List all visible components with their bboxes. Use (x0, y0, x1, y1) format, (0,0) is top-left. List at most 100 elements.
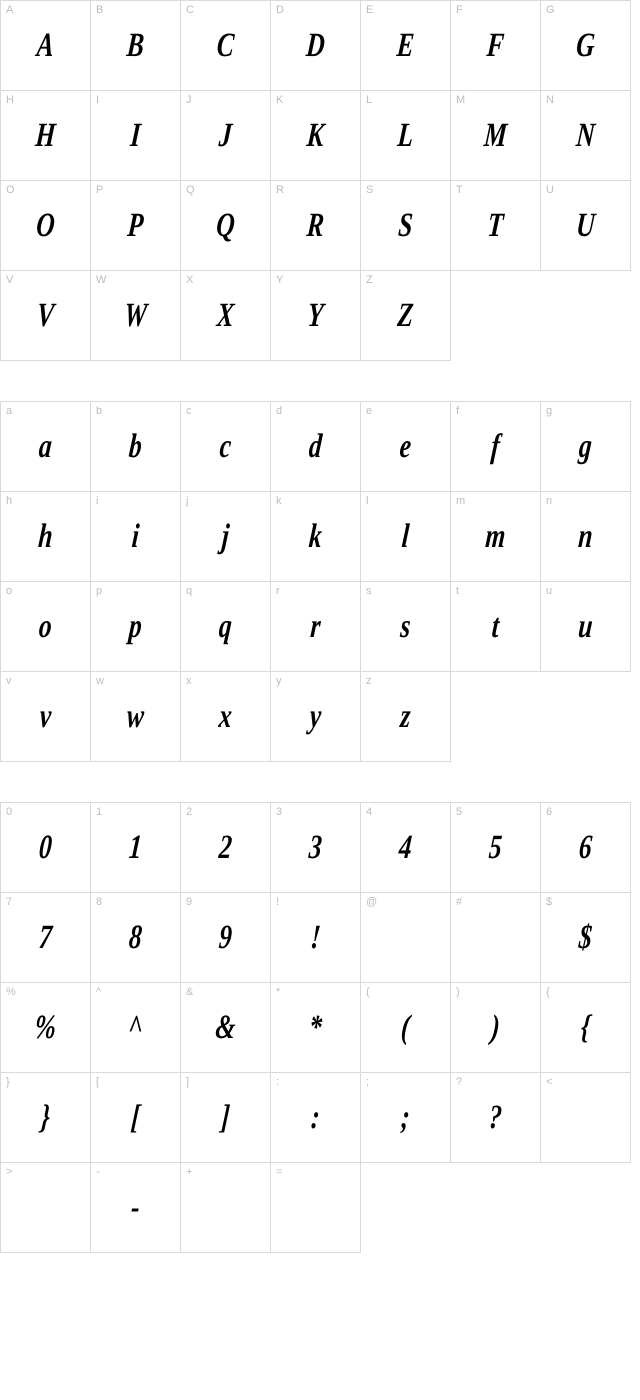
glyph-cell[interactable]: MM (451, 91, 541, 181)
glyph-cell[interactable]: aa (1, 402, 91, 492)
glyph-cell[interactable]: + (181, 1163, 271, 1253)
glyph-cell[interactable]: :: (271, 1073, 361, 1163)
glyph-cell[interactable]: XX (181, 271, 271, 361)
glyph-char: o (9, 582, 83, 671)
glyph-cell[interactable]: = (271, 1163, 361, 1253)
glyph-label: = (276, 1166, 282, 1178)
glyph-cell[interactable]: {{ (541, 983, 631, 1073)
glyph-cell[interactable]: qq (181, 582, 271, 672)
glyph-cell[interactable]: ^^ (91, 983, 181, 1073)
glyph-cell[interactable]: 55 (451, 803, 541, 893)
glyph-cell[interactable]: RR (271, 181, 361, 271)
glyph-cell[interactable]: ss (361, 582, 451, 672)
glyph-label: a (6, 405, 12, 417)
glyph-cell[interactable]: pp (91, 582, 181, 672)
glyph-label: P (96, 184, 103, 196)
glyph-cell[interactable]: # (451, 893, 541, 983)
glyph-cell[interactable]: DD (271, 1, 361, 91)
glyph-cell[interactable]: hh (1, 492, 91, 582)
glyph-cell[interactable]: ii (91, 492, 181, 582)
glyph-char: ; (369, 1073, 443, 1162)
glyph-cell[interactable]: ?? (451, 1073, 541, 1163)
glyph-cell[interactable]: $$ (541, 893, 631, 983)
glyph-char: ? (459, 1073, 533, 1162)
glyph-cell[interactable]: GG (541, 1, 631, 91)
glyph-cell[interactable]: OO (1, 181, 91, 271)
glyph-cell[interactable]: JJ (181, 91, 271, 181)
glyph-label: r (276, 585, 280, 597)
glyph-cell[interactable]: WW (91, 271, 181, 361)
glyph-cell[interactable]: 11 (91, 803, 181, 893)
glyph-cell[interactable]: ZZ (361, 271, 451, 361)
glyph-cell[interactable]: 88 (91, 893, 181, 983)
glyph-char: C (189, 1, 263, 90)
glyph-cell[interactable]: [[ (91, 1073, 181, 1163)
glyph-cell[interactable]: jj (181, 492, 271, 582)
glyph-cell[interactable]: FF (451, 1, 541, 91)
glyph-cell[interactable]: ee (361, 402, 451, 492)
glyph-cell[interactable]: nn (541, 492, 631, 582)
glyph-cell[interactable]: TT (451, 181, 541, 271)
glyph-cell[interactable]: mm (451, 492, 541, 582)
glyph-cell[interactable]: 22 (181, 803, 271, 893)
glyph-label: A (6, 4, 13, 16)
glyph-cell[interactable]: 44 (361, 803, 451, 893)
glyph-label: ] (186, 1076, 189, 1088)
glyph-cell[interactable]: 66 (541, 803, 631, 893)
glyph-cell[interactable]: EE (361, 1, 451, 91)
glyph-cell[interactable]: cc (181, 402, 271, 492)
glyph-cell[interactable]: gg (541, 402, 631, 492)
glyph-cell[interactable]: NN (541, 91, 631, 181)
glyph-cell[interactable]: PP (91, 181, 181, 271)
glyph-cell[interactable]: kk (271, 492, 361, 582)
glyph-char: L (369, 91, 443, 180)
glyph-cell[interactable]: ;; (361, 1073, 451, 1163)
glyph-cell[interactable]: yy (271, 672, 361, 762)
glyph-cell[interactable]: 99 (181, 893, 271, 983)
glyph-cell[interactable]: 33 (271, 803, 361, 893)
glyph-char: T (459, 181, 533, 270)
glyph-cell[interactable]: vv (1, 672, 91, 762)
glyph-cell[interactable]: < (541, 1073, 631, 1163)
glyph-cell[interactable]: 77 (1, 893, 91, 983)
glyph-cell[interactable]: AA (1, 1, 91, 91)
glyph-cell[interactable]: > (1, 1163, 91, 1253)
glyph-cell[interactable]: )) (451, 983, 541, 1073)
glyph-cell[interactable]: dd (271, 402, 361, 492)
glyph-cell[interactable]: ff (451, 402, 541, 492)
glyph-cell[interactable]: II (91, 91, 181, 181)
glyph-label: ) (456, 986, 460, 998)
glyph-cell[interactable]: (( (361, 983, 451, 1073)
glyph-cell[interactable]: QQ (181, 181, 271, 271)
glyph-cell[interactable]: KK (271, 91, 361, 181)
glyph-cell[interactable]: tt (451, 582, 541, 672)
glyph-cell[interactable]: oo (1, 582, 91, 672)
glyph-cell[interactable]: zz (361, 672, 451, 762)
glyph-cell[interactable]: YY (271, 271, 361, 361)
glyph-cell[interactable]: bb (91, 402, 181, 492)
glyph-cell[interactable]: 00 (1, 803, 91, 893)
glyph-cell[interactable]: %% (1, 983, 91, 1073)
glyph-cell[interactable]: rr (271, 582, 361, 672)
glyph-cell[interactable]: }} (1, 1073, 91, 1163)
glyph-cell[interactable]: && (181, 983, 271, 1073)
glyph-cell[interactable]: UU (541, 181, 631, 271)
glyph-cell[interactable]: ]] (181, 1073, 271, 1163)
glyph-cell[interactable]: ** (271, 983, 361, 1073)
glyph-cell[interactable]: BB (91, 1, 181, 91)
glyph-cell[interactable]: @ (361, 893, 451, 983)
glyph-cell[interactable]: CC (181, 1, 271, 91)
glyph-label: ^ (96, 986, 101, 998)
glyph-grid: 00112233445566 778899!!@#$$%%^^&&**(()){{… (0, 802, 631, 1253)
glyph-cell[interactable]: ww (91, 672, 181, 762)
glyph-cell[interactable]: xx (181, 672, 271, 762)
glyph-cell[interactable]: LL (361, 91, 451, 181)
glyph-cell[interactable]: uu (541, 582, 631, 672)
glyph-cell[interactable]: VV (1, 271, 91, 361)
glyph-cell[interactable]: ll (361, 492, 451, 582)
glyph-cell[interactable]: HH (1, 91, 91, 181)
glyph-label: V (6, 274, 13, 286)
glyph-cell[interactable]: -- (91, 1163, 181, 1253)
glyph-cell[interactable]: SS (361, 181, 451, 271)
glyph-cell[interactable]: !! (271, 893, 361, 983)
